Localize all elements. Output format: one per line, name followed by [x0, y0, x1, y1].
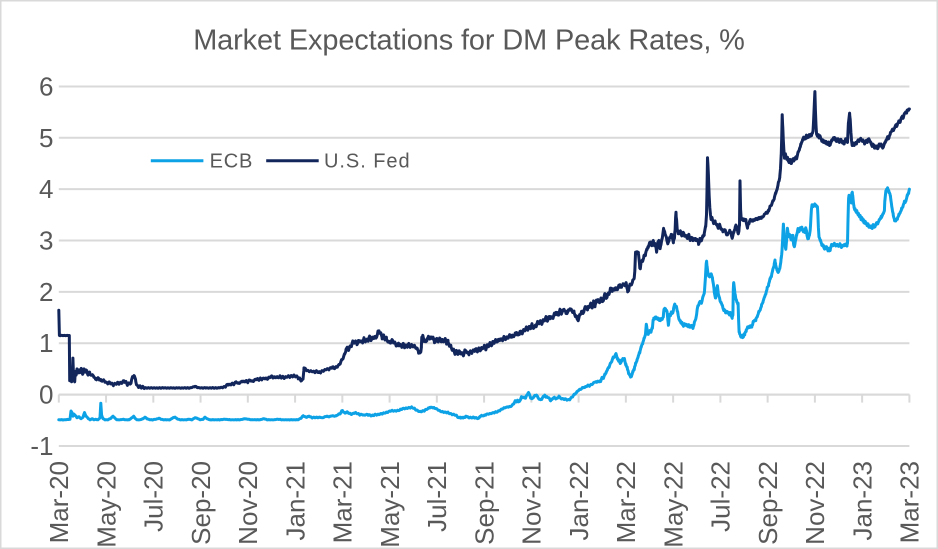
- svg-text:Jul-21: Jul-21: [422, 461, 452, 532]
- svg-text:Jan-21: Jan-21: [280, 461, 310, 541]
- svg-text:ECB: ECB: [210, 150, 254, 172]
- svg-text:Mar-20: Mar-20: [44, 461, 74, 543]
- svg-text:Mar-23: Mar-23: [895, 461, 925, 543]
- svg-text:Sep-20: Sep-20: [186, 461, 216, 545]
- svg-text:Mar-22: Mar-22: [611, 461, 641, 543]
- svg-text:Sep-22: Sep-22: [753, 461, 783, 545]
- svg-text:May-22: May-22: [658, 461, 688, 548]
- svg-text:Jul-20: Jul-20: [139, 461, 169, 532]
- svg-text:Market Expectations for DM Pea: Market Expectations for DM Peak Rates, %: [193, 24, 745, 56]
- svg-text:3: 3: [39, 226, 53, 256]
- svg-text:1: 1: [39, 328, 53, 358]
- svg-text:5: 5: [39, 123, 53, 153]
- svg-text:May-21: May-21: [375, 461, 405, 548]
- svg-text:4: 4: [39, 174, 53, 204]
- svg-text:0: 0: [39, 380, 53, 410]
- svg-text:Jan-22: Jan-22: [564, 461, 594, 541]
- svg-text:U.S. Fed: U.S. Fed: [324, 150, 411, 172]
- svg-text:2: 2: [39, 277, 53, 307]
- svg-text:Jan-23: Jan-23: [847, 461, 877, 541]
- svg-text:-1: -1: [30, 431, 53, 461]
- svg-text:Nov-21: Nov-21: [517, 461, 547, 545]
- svg-text:Jul-22: Jul-22: [706, 461, 736, 532]
- svg-text:6: 6: [39, 71, 53, 101]
- svg-text:Mar-21: Mar-21: [328, 461, 358, 543]
- svg-text:Nov-22: Nov-22: [800, 461, 830, 545]
- svg-text:Sep-21: Sep-21: [469, 461, 499, 545]
- svg-text:Nov-20: Nov-20: [233, 461, 263, 545]
- svg-text:May-20: May-20: [91, 461, 121, 548]
